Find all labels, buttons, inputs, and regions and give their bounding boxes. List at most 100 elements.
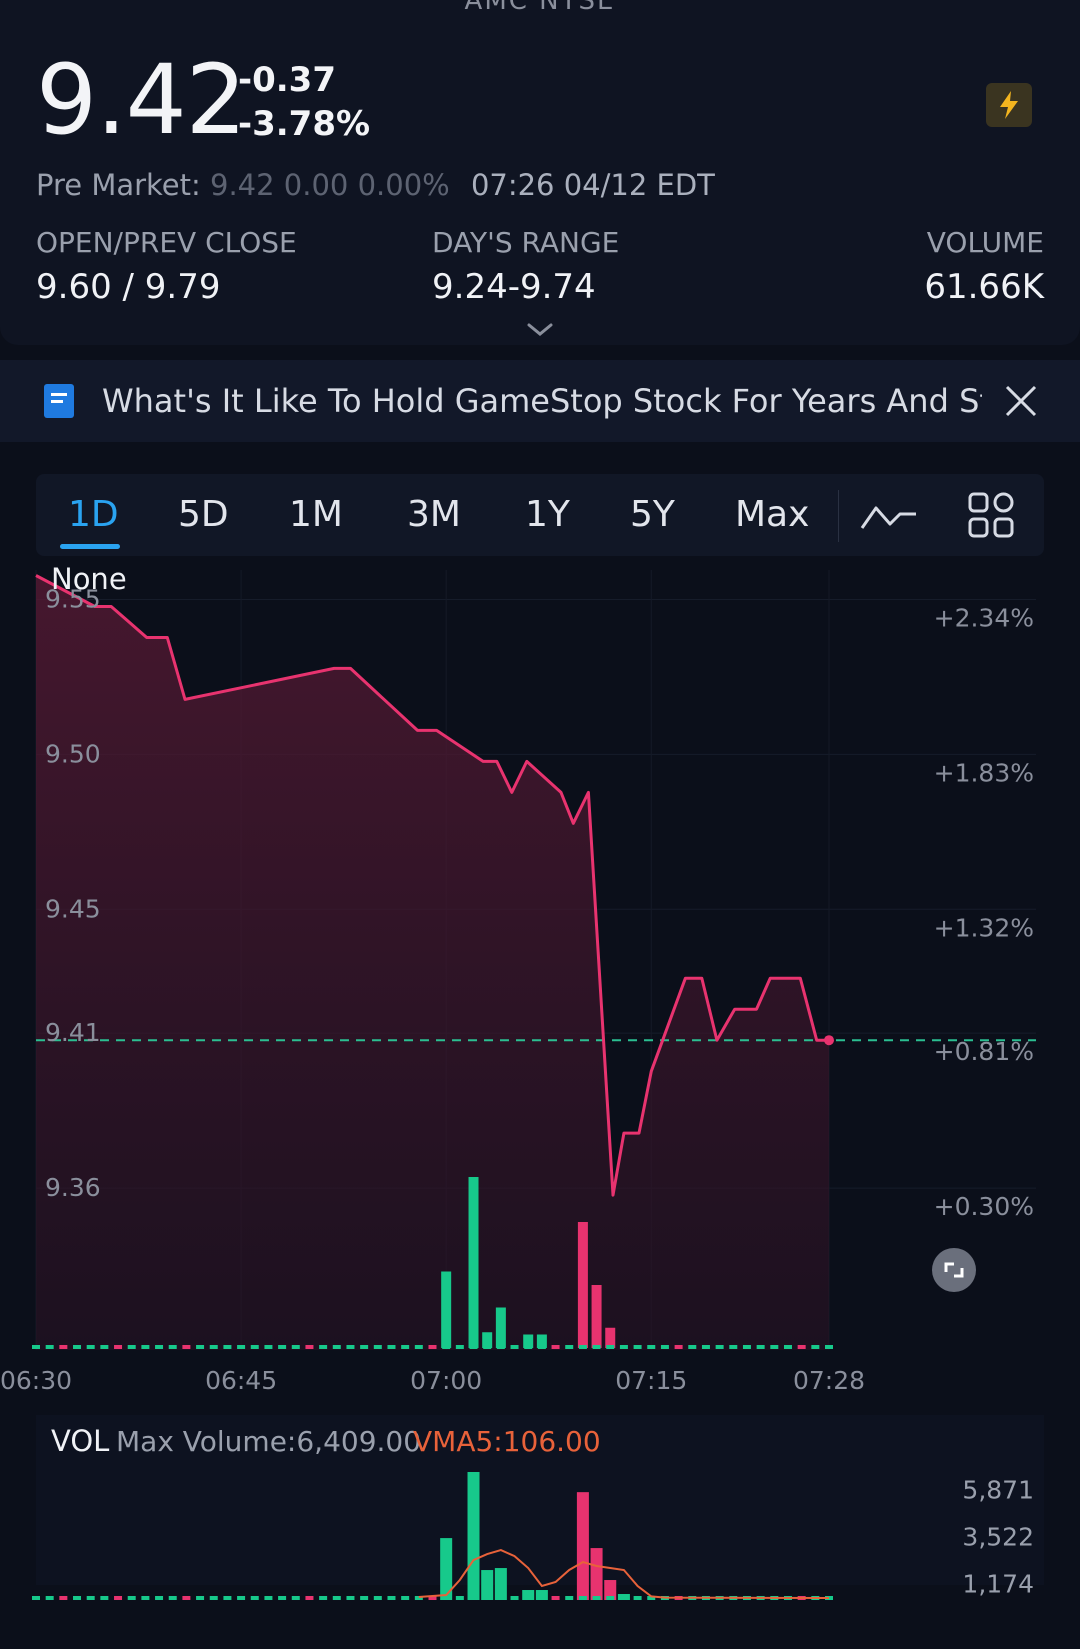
volume-baseline-tick [291, 1596, 300, 1600]
volume-baseline-tick [537, 1596, 546, 1600]
volume-baseline-tick [633, 1596, 642, 1600]
overlay-baseline-tick [100, 1345, 109, 1349]
fullscreen-icon [944, 1262, 964, 1278]
overlay-baseline-tick [155, 1345, 164, 1349]
series-legend-label: None [51, 562, 127, 596]
price-area-fill [36, 575, 829, 1350]
tab-5d[interactable]: 5D [178, 494, 229, 535]
overlay-baseline-tick [742, 1345, 751, 1349]
x-axis-label: 06:45 [205, 1366, 277, 1395]
volume-baseline-tick [196, 1596, 205, 1600]
chart-area[interactable]: 9.55 9.50 9.45 9.41 9.36 +2.34% +1.83% +1.32% +… [0, 560, 1080, 1649]
last-price-dot [824, 1035, 834, 1046]
overlay-baseline-tick [701, 1345, 710, 1349]
volume-baseline-tick [524, 1596, 533, 1600]
tab-max[interactable]: Max [735, 494, 810, 535]
overlay-baseline-tick [496, 1345, 505, 1349]
volume-baseline-tick [209, 1596, 218, 1600]
volume-axis-label: 1,174 [962, 1570, 1034, 1599]
volume-baseline-tick [264, 1596, 273, 1600]
vma5-line [418, 1549, 830, 1599]
volume-label: VOLUME [926, 226, 1044, 259]
fullscreen-button[interactable] [932, 1248, 976, 1292]
volume-baseline-tick [127, 1596, 136, 1600]
volume-baseline-tick [510, 1596, 519, 1600]
overlay-baseline-tick [86, 1345, 95, 1349]
volume-baseline-tick [455, 1596, 464, 1600]
overlay-baseline-tick [127, 1345, 136, 1349]
volume-baseline-tick [32, 1596, 40, 1600]
document-icon [44, 384, 74, 418]
grid-icon[interactable] [968, 492, 1014, 538]
overlay-baseline-tick [811, 1345, 820, 1349]
volume-baseline-tick [619, 1596, 628, 1600]
price-change-amount: -0.37 [238, 60, 336, 100]
close-icon[interactable] [1004, 384, 1038, 418]
x-axis-label: 06:30 [0, 1366, 72, 1395]
overlay-baseline-tick [756, 1345, 765, 1349]
overlay-baseline-tick [141, 1345, 150, 1349]
overlay-baseline-tick [73, 1345, 82, 1349]
line-chart-icon[interactable] [860, 498, 918, 534]
overlay-baseline-tick [565, 1345, 574, 1349]
ticker-title: AMC NYSE [464, 0, 616, 16]
tab-1d[interactable]: 1D [68, 494, 119, 535]
overlay-baseline-tick [168, 1345, 177, 1349]
overlay-baseline-tick [688, 1345, 697, 1349]
x-axis-label: 07:28 [793, 1366, 865, 1395]
price-volume-chart[interactable]: 9.55 9.50 9.45 9.41 9.36 +2.34% +1.83% +1.32% +… [0, 560, 1080, 1649]
volume-baseline-tick [332, 1596, 341, 1600]
overlay-baseline-tick [797, 1345, 806, 1349]
open-prev-close-value: 9.60 / 9.79 [36, 267, 221, 307]
tab-1y[interactable]: 1Y [525, 494, 570, 535]
y-axis-label: 9.36 [45, 1173, 101, 1202]
volume-panel-title: VOL [51, 1424, 109, 1458]
tab-3m[interactable]: 3M [407, 494, 461, 535]
tab-5y[interactable]: 5Y [630, 494, 675, 535]
quote-card: AMC NYSE 9.42 -0.37 -3.78% Pre Market: 9… [0, 0, 1080, 345]
days-range-label: DAY'S RANGE [432, 226, 620, 259]
y-axis-percent-label: +1.83% [934, 758, 1034, 787]
overlay-baseline-tick [606, 1345, 615, 1349]
overlay-baseline-tick [373, 1345, 382, 1349]
chevron-down-icon[interactable] [526, 322, 554, 338]
y-axis-label: 9.50 [45, 739, 101, 768]
overlay-baseline-tick [209, 1345, 218, 1349]
overlay-baseline-tick [592, 1345, 601, 1349]
tab-1m[interactable]: 1M [289, 494, 343, 535]
overlay-baseline-tick [387, 1345, 396, 1349]
news-headline[interactable]: What's It Like To Hold GameStop Stock Fo… [102, 382, 982, 420]
overlay-baseline-tick [825, 1345, 833, 1349]
volume-baseline-tick [237, 1596, 246, 1600]
overlay-volume-bar [523, 1334, 534, 1348]
volume-baseline-tick [250, 1596, 259, 1600]
volume-bar [522, 1590, 535, 1600]
overlay-volume-bar [577, 1222, 588, 1348]
overlay-baseline-tick [319, 1345, 328, 1349]
overlay-baseline-tick [360, 1345, 369, 1349]
volume-axis-label: 5,871 [962, 1476, 1034, 1505]
overlay-baseline-tick [114, 1345, 123, 1349]
overlay-baseline-tick [524, 1345, 533, 1349]
overlay-baseline-tick [537, 1345, 546, 1349]
volume-panel-bg [36, 1415, 1044, 1585]
news-banner[interactable]: What's It Like To Hold GameStop Stock Fo… [0, 360, 1080, 442]
overlay-baseline-tick [278, 1345, 287, 1349]
vma5-text: VMA5:106.00 [413, 1425, 601, 1458]
volume-baseline-tick [100, 1596, 109, 1600]
overlay-baseline-tick [469, 1345, 478, 1349]
volume-axis-label: 3,522 [962, 1523, 1034, 1552]
premarket-info: Pre Market: 9.42 0.00 0.00% 07:26 04/12 … [36, 168, 715, 202]
volume-baseline-tick [442, 1596, 451, 1600]
volume-baseline-tick [45, 1596, 54, 1600]
volume-bar [576, 1492, 589, 1600]
overlay-baseline-tick [510, 1345, 519, 1349]
overlay-baseline-tick [483, 1345, 492, 1349]
volume-baseline-tick [360, 1596, 369, 1600]
volume-bar [467, 1472, 480, 1600]
quick-trade-button[interactable] [986, 83, 1032, 127]
overlay-baseline-tick [45, 1345, 54, 1349]
volume-baseline-tick [278, 1596, 287, 1600]
price-change: -0.37 -3.78% [238, 58, 370, 146]
